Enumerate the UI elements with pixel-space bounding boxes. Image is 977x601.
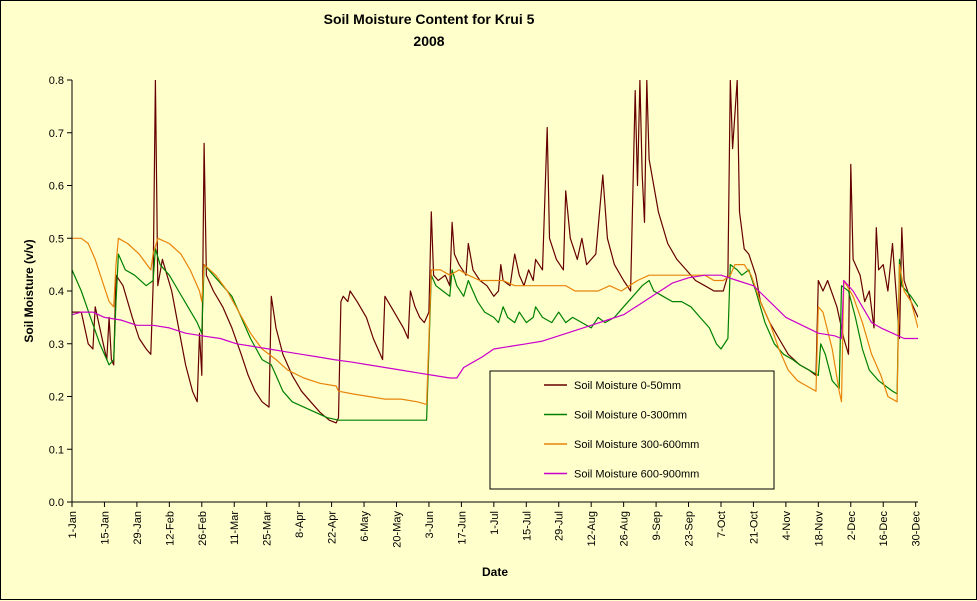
series-line-1 [72, 80, 918, 424]
y-axis: 0.0 0.1 0.2 0.3 0.4 0.5 0.6 0.7 0.8 [49, 75, 72, 509]
series-line-3 [72, 237, 918, 405]
y-tick-label: 0.0 [49, 497, 64, 509]
x-tick-label: 29-Jul [554, 511, 566, 541]
x-tick-label: 12-Aug [586, 511, 598, 546]
series-line-2 [72, 248, 918, 421]
x-tick-label: 2-Dec [846, 511, 858, 541]
x-axis: 1-Jan 15-Jan 29-Jan 12-Feb 26-Feb 11-Mar 25-Ma… [67, 502, 923, 548]
x-tick-label: 3-Jun [424, 511, 436, 539]
y-tick-label: 0.4 [49, 286, 64, 298]
x-tick-label: 15-Jul [521, 511, 533, 541]
x-tick-label: 25-Mar [262, 511, 274, 546]
y-tick-label: 0.8 [49, 75, 64, 87]
y-tick-label: 0.2 [49, 392, 64, 404]
plot-area: 0.0 0.1 0.2 0.3 0.4 0.5 0.6 0.7 0.8 1-Jan 15-Jan 2… [49, 75, 923, 548]
x-tick-label: 1-Jan [67, 511, 79, 539]
legend-entry: Soil Moisture 600-900mm [574, 469, 699, 481]
y-tick-label: 0.3 [49, 339, 64, 351]
legend: Soil Moisture 0-50mm Soil Moisture 0-300m… [489, 370, 775, 490]
x-axis-label: Date [482, 565, 508, 579]
x-tick-label: 8-Apr [294, 511, 306, 538]
x-tick-label: 9-Sep [651, 511, 663, 540]
legend-entry: Soil Moisture 300-600mm [574, 439, 699, 451]
x-tick-label: 23-Sep [684, 511, 696, 546]
x-tick-label: 16-Dec [878, 511, 890, 547]
x-tick-label: 7-Oct [716, 511, 728, 538]
x-tick-label: 20-May [391, 511, 403, 548]
series-lines [72, 80, 918, 424]
x-tick-label: 26-Feb [197, 511, 209, 546]
y-tick-label: 0.1 [49, 444, 64, 456]
y-tick-label: 0.6 [49, 181, 64, 193]
legend-entry: Soil Moisture 0-300mm [574, 410, 687, 422]
x-tick-label: 18-Nov [813, 511, 825, 547]
x-tick-label: 4-Nov [781, 511, 793, 541]
x-tick-label: 29-Jan [132, 511, 144, 545]
series-line-4 [72, 274, 918, 379]
x-tick-label: 11-Mar [229, 511, 241, 545]
x-tick-label: 22-Apr [327, 511, 339, 544]
x-tick-label: 12-Feb [164, 511, 176, 546]
x-tick-label: 17-Jun [456, 511, 468, 545]
x-tick-label: 15-Jan [99, 511, 111, 545]
chart-subtitle: 2008 [413, 33, 444, 49]
x-tick-label: 1-Jul [489, 511, 501, 535]
y-tick-label: 0.7 [49, 128, 64, 140]
x-tick-label: 30-Dec [911, 511, 923, 547]
x-tick-label: 6-May [359, 511, 371, 542]
y-tick-label: 0.5 [49, 233, 64, 245]
y-axis-label: Soil Moisture (v/v) [22, 239, 36, 342]
chart-title: Soil Moisture Content for Krui 5 [324, 11, 535, 27]
legend-entry: Soil Moisture 0-50mm [574, 380, 681, 392]
x-tick-label: 26-Aug [619, 511, 631, 546]
x-tick-label: 21-Oct [748, 511, 760, 544]
legend-box [489, 370, 775, 490]
